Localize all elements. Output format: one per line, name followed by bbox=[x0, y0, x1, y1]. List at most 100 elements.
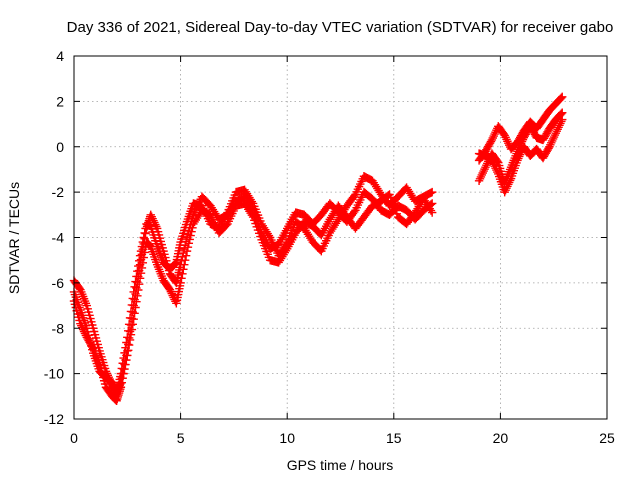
data-point bbox=[122, 355, 131, 365]
data-point bbox=[83, 304, 92, 314]
data-point bbox=[253, 225, 263, 235]
data-point bbox=[99, 376, 109, 385]
data-point bbox=[98, 370, 107, 379]
data-point bbox=[178, 269, 187, 278]
data-point bbox=[87, 317, 96, 326]
data-point bbox=[133, 291, 142, 301]
data-point bbox=[248, 212, 258, 222]
x-tick-label: 5 bbox=[177, 430, 185, 446]
data-point bbox=[132, 297, 141, 306]
data-point bbox=[73, 309, 82, 319]
data-point bbox=[129, 287, 138, 297]
data-point bbox=[130, 282, 139, 291]
x-tick-label: 0 bbox=[70, 430, 78, 446]
data-point bbox=[182, 246, 192, 256]
data-point bbox=[125, 313, 135, 323]
data-point bbox=[128, 294, 137, 303]
series-6 bbox=[474, 115, 567, 197]
data-point bbox=[181, 251, 191, 260]
data-point bbox=[256, 232, 265, 241]
data-point bbox=[138, 258, 148, 267]
data-point bbox=[427, 208, 437, 217]
data-point bbox=[100, 379, 110, 389]
data-point bbox=[350, 191, 359, 201]
data-point bbox=[184, 239, 194, 248]
data-point bbox=[385, 190, 394, 199]
data-point bbox=[82, 301, 91, 310]
data-point bbox=[85, 311, 94, 320]
x-tick-label: 25 bbox=[599, 430, 615, 446]
grid-lines bbox=[74, 56, 607, 419]
data-point bbox=[124, 340, 134, 350]
data-point bbox=[119, 369, 128, 378]
data-point bbox=[117, 378, 127, 387]
data-point bbox=[183, 243, 193, 252]
data-point bbox=[254, 229, 264, 238]
data-point bbox=[176, 278, 185, 288]
data-point bbox=[158, 243, 167, 253]
data-point bbox=[92, 337, 102, 346]
x-tick-label: 20 bbox=[493, 430, 509, 446]
data-point bbox=[131, 303, 140, 312]
data-point bbox=[392, 209, 402, 219]
data-point bbox=[185, 235, 194, 244]
data-point bbox=[250, 216, 259, 225]
y-tick-label: 4 bbox=[56, 48, 64, 64]
axis-ticks: 0 5 10 15 20 25 -12 -10 -8 -6 -4 -2 0 2 4 bbox=[44, 48, 615, 446]
data-point bbox=[136, 246, 146, 256]
data-point bbox=[387, 196, 397, 206]
data-point bbox=[179, 265, 188, 274]
data-point bbox=[130, 309, 139, 318]
y-axis-label: SDTVAR / TECUs bbox=[6, 182, 22, 294]
data-point bbox=[388, 199, 398, 209]
data-point bbox=[180, 260, 189, 269]
data-point bbox=[91, 333, 101, 343]
data-point bbox=[427, 187, 437, 197]
data-point bbox=[140, 228, 149, 238]
y-tick-label: -2 bbox=[52, 184, 65, 200]
chart-title: Day 336 of 2021, Sidereal Day-to-day VTE… bbox=[67, 19, 614, 36]
data-point bbox=[134, 279, 144, 289]
plot-points bbox=[69, 92, 567, 406]
data-point bbox=[123, 351, 132, 360]
data-point bbox=[252, 222, 261, 232]
data-point bbox=[187, 227, 196, 236]
data-point bbox=[71, 303, 81, 312]
data-point bbox=[70, 300, 80, 309]
y-tick-label: 2 bbox=[56, 93, 64, 109]
x-tick-label: 10 bbox=[279, 430, 295, 446]
y-tick-label: -12 bbox=[44, 411, 64, 427]
data-point bbox=[171, 259, 180, 268]
data-point bbox=[136, 268, 146, 278]
data-point bbox=[97, 366, 106, 376]
series-3 bbox=[69, 190, 437, 406]
data-point bbox=[557, 109, 566, 118]
data-point bbox=[139, 233, 148, 242]
data-point bbox=[128, 320, 137, 329]
data-point bbox=[74, 313, 83, 322]
data-point bbox=[84, 307, 93, 317]
data-point bbox=[188, 223, 197, 232]
data-point bbox=[557, 93, 566, 103]
data-point bbox=[86, 314, 95, 323]
data-point bbox=[129, 314, 138, 324]
y-tick-label: -8 bbox=[52, 320, 65, 336]
data-point bbox=[127, 325, 137, 334]
data-point bbox=[134, 285, 143, 295]
data-point bbox=[391, 206, 400, 215]
data-point bbox=[177, 274, 186, 283]
data-point bbox=[157, 240, 166, 249]
data-point bbox=[124, 346, 133, 355]
data-point bbox=[75, 316, 84, 325]
data-point bbox=[137, 263, 147, 273]
data-point bbox=[180, 255, 190, 265]
y-tick-label: -4 bbox=[52, 230, 65, 246]
x-tick-label: 15 bbox=[386, 430, 402, 446]
data-point bbox=[95, 360, 104, 369]
data-point bbox=[386, 193, 395, 202]
data-point bbox=[99, 373, 108, 382]
data-point bbox=[558, 108, 567, 117]
data-point bbox=[121, 360, 130, 369]
x-axis-label: GPS time / hours bbox=[287, 457, 394, 473]
